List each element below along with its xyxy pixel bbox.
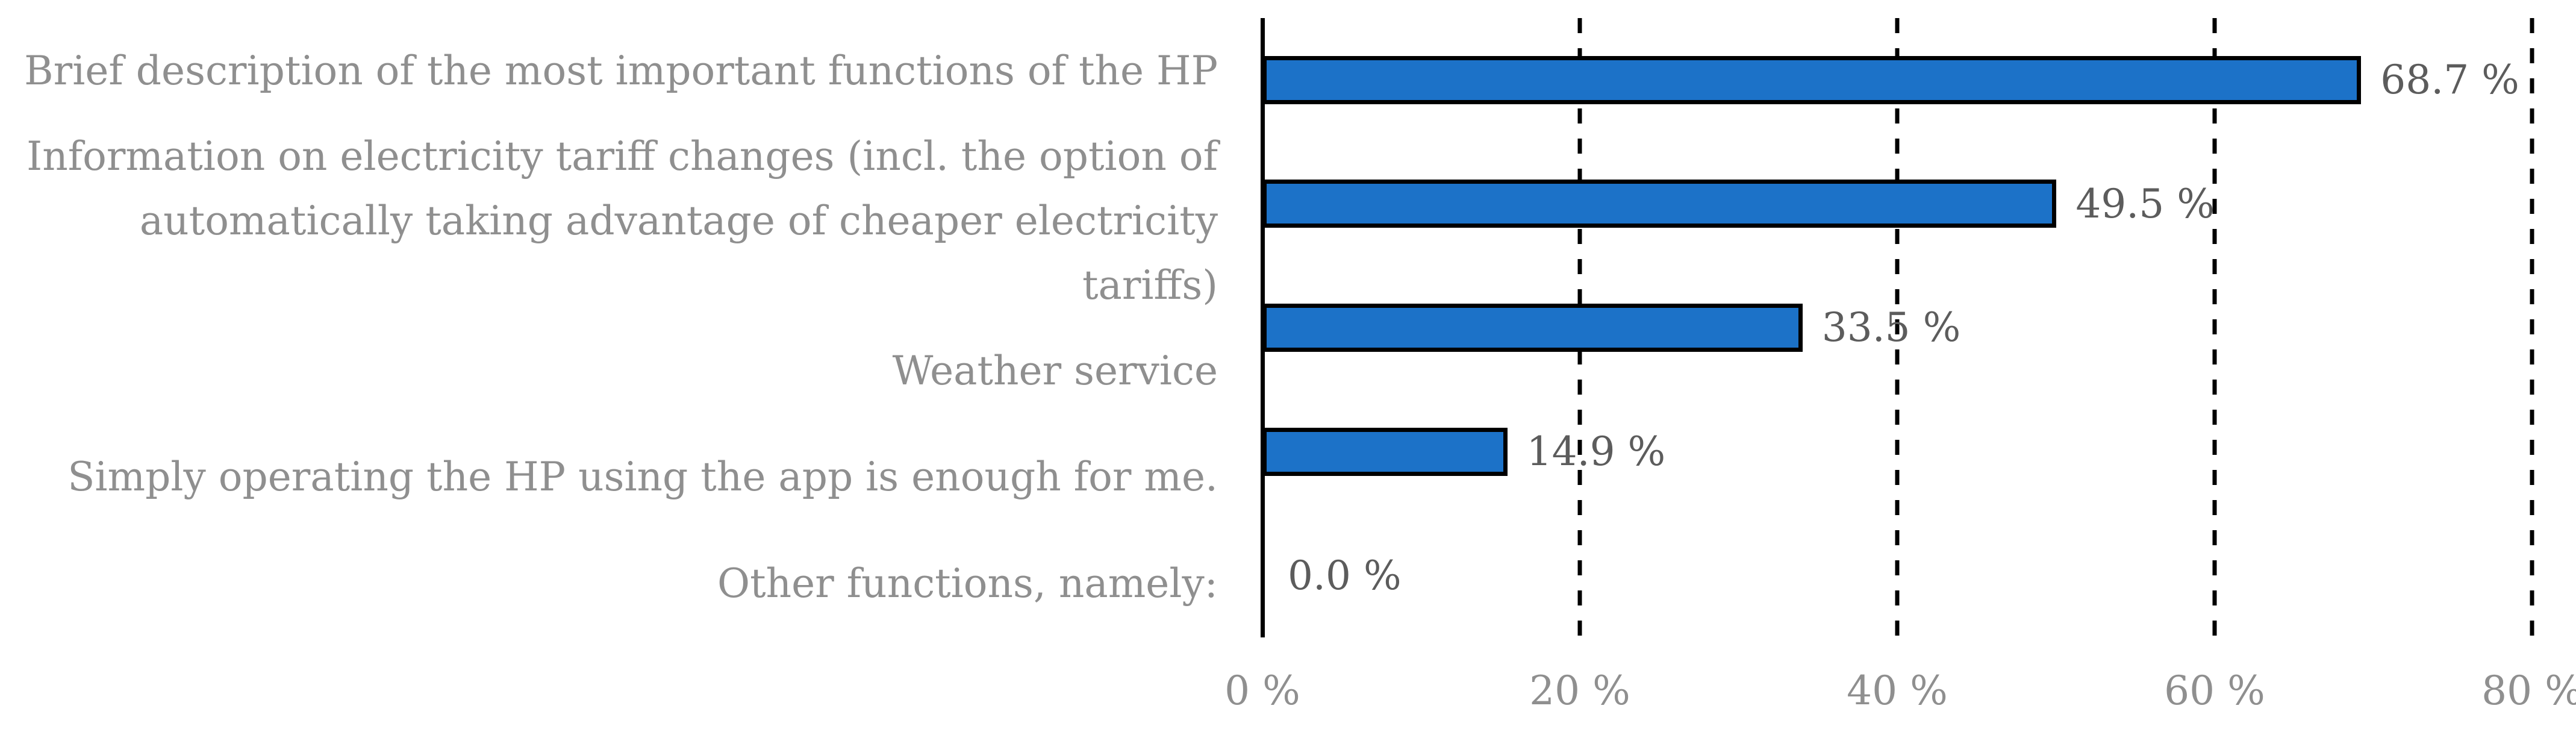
bar-row: 14.9 % [1262,390,2532,514]
category-cell: Brief description of the most important … [0,18,1262,125]
bar-row: 68.7 % [1262,18,2532,142]
bar-row: 49.5 % [1262,142,2532,266]
bar-row: 0.0 % [1262,513,2532,637]
category-label: Weather service [892,347,1218,394]
category-cell: Information on electricity tariff change… [0,125,1262,318]
category-label: Information on electricity tariff change… [27,133,1218,308]
category-cell: Other functions, namely: [0,531,1262,637]
bar [1262,55,2362,104]
x-tick-label: 40 % [1847,668,1948,714]
x-tick-label: 60 % [2164,668,2265,714]
bar-rows: 68.7 % 49.5 % 33.5 % 14.9 % 0.0 % [1262,18,2532,637]
bar [1262,180,2057,228]
bar [1262,427,1508,476]
category-cell: Simply operating the HP using the app is… [0,424,1262,531]
plot-area: 68.7 % 49.5 % 33.5 % 14.9 % 0.0 % [1261,18,2534,637]
x-tick-label: 80 % [2481,668,2576,714]
value-label: 0.0 % [1288,552,1402,599]
bar-row: 33.5 % [1262,266,2532,390]
value-label: 68.7 % [2380,57,2519,104]
x-tick-label: 20 % [1529,668,1630,714]
gridline-80pct [2530,18,2534,637]
category-axis: Brief description of the most important … [0,18,1262,637]
gridline-60pct [2212,18,2217,637]
value-label: 14.9 % [1526,428,1666,475]
category-label: Simply operating the HP using the app is… [67,454,1218,501]
value-label: 49.5 % [2075,180,2215,227]
category-label: Other functions, namely: [717,560,1218,607]
category-label: Brief description of the most important … [24,47,1218,94]
value-label: 33.5 % [1821,304,1961,351]
gridline-40pct [1895,18,1900,637]
x-axis-tick-labels: 0 % 20 % 40 % 60 % 80 % [1224,668,2576,728]
bar [1262,303,1803,352]
category-cell: Weather service [0,318,1262,425]
x-tick-label: 0 % [1224,668,1300,714]
